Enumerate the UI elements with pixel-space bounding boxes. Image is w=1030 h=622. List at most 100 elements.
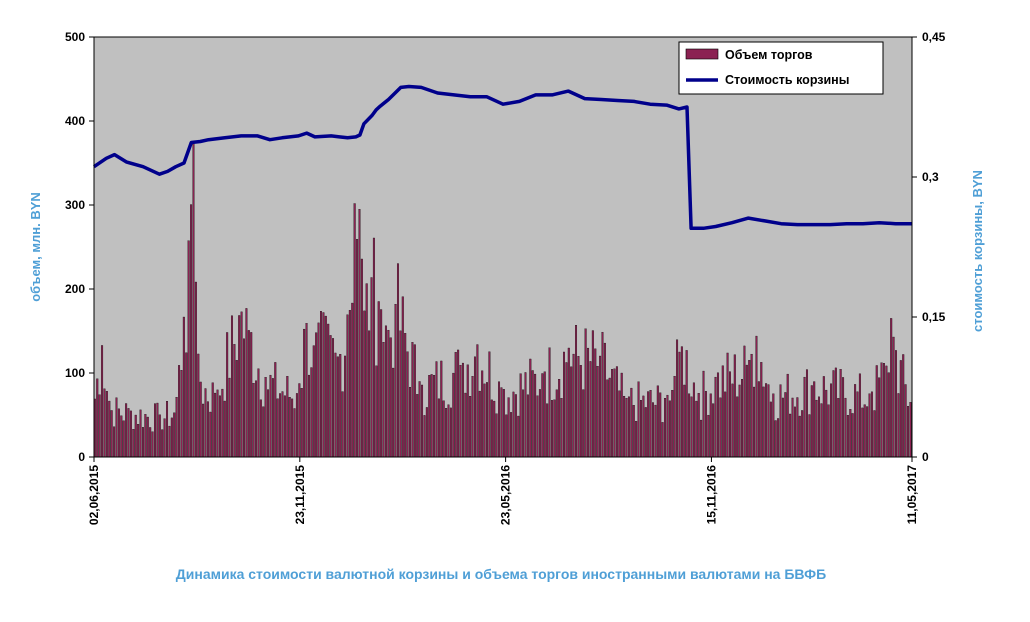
left-axis-label: объем, млн. BYN [28,192,43,302]
volume-bar [791,397,794,458]
volume-bar [538,389,541,458]
legend-bar-swatch [685,48,719,60]
volume-bar [844,397,847,458]
volume-bar [372,237,375,458]
legend: Объем торгов Стоимость корзины [678,41,884,95]
volume-bar [418,381,421,458]
volume-bar [522,389,525,458]
volume-bar [630,387,633,458]
volume-bar [642,395,645,458]
volume-bar [166,401,169,458]
volume-bar [606,379,609,458]
volume-bar [793,406,796,458]
volume-bar [666,394,669,458]
volume-bar [769,401,772,458]
volume-bar [346,314,349,458]
volume-bar [192,141,195,458]
volume-bar [514,394,517,458]
volume-bar [353,203,356,458]
volume-bar [659,392,662,458]
volume-bar [553,399,556,458]
volume-bar [120,415,123,458]
volume-bar [332,338,335,458]
volume-bar [396,263,399,458]
x-tick-label: 23,05,2016 [499,465,513,525]
volume-bar [500,387,503,458]
volume-bar [327,323,330,458]
volume-bar [113,426,116,458]
volume-bar [245,308,248,458]
volume-bar [632,405,635,458]
volume-bar [382,341,385,458]
chart-title: Динамика стоимости валютной корзины и об… [176,566,826,582]
volume-bar [546,403,549,458]
volume-bar [250,332,253,458]
volume-bars [93,141,912,458]
volume-bar [868,393,871,458]
volume-bar [887,372,890,458]
volume-bar [178,365,181,458]
volume-bar [406,351,409,458]
volume-bar [370,277,373,458]
volume-bar [101,345,104,458]
right-axis-label: стоимость корзины, BYN [970,170,985,332]
volume-bar [899,360,902,458]
volume-bar [721,365,724,458]
volume-bar [654,404,657,458]
volume-bar [105,391,108,458]
volume-bar [870,391,873,458]
volume-bar [570,366,573,458]
volume-bar [168,425,171,458]
volume-bar [134,414,137,458]
volume-bar [490,399,493,458]
volume-bar [668,400,671,458]
volume-bar [639,400,642,458]
volume-bar [531,370,534,458]
left-tick-label: 500 [65,30,85,44]
volume-bar [510,412,513,458]
volume-bar [283,395,286,458]
legend-bar-label: Объем торгов [725,48,813,62]
volume-bar [437,398,440,458]
volume-bar [322,312,325,458]
volume-bar [96,378,99,458]
volume-bar [295,393,298,458]
volume-bar [753,386,756,458]
volume-bar [772,393,775,458]
left-tick-label: 200 [65,282,85,296]
volume-bar [599,355,602,458]
volume-bar [127,408,130,458]
volume-bar [259,399,262,458]
volume-bar [589,361,592,458]
volume-bar [615,366,618,458]
right-tick-label: 0,15 [922,310,946,324]
volume-bar [748,360,751,458]
volume-bar [647,391,650,458]
volume-bar [743,345,746,458]
volume-bar [464,392,467,458]
volume-bar [671,390,674,458]
volume-bar [805,369,808,458]
volume-bar [733,354,736,458]
volume-bar [375,365,378,458]
volume-bar [182,316,185,458]
volume-bar [387,329,390,458]
volume-bar [798,415,801,458]
volume-bar [175,397,178,458]
volume-bar [421,384,424,458]
volume-bar [548,347,551,458]
volume-bar [587,347,590,458]
volume-bar [223,400,226,458]
volume-bar [454,352,457,458]
volume-bar [695,400,698,458]
right-axis-ticks: 0 0,15 0,3 0,45 [912,30,946,464]
volume-bar [902,354,905,458]
volume-bar [447,404,450,458]
volume-bar [209,411,212,458]
volume-bar [156,402,159,458]
volume-bar [555,389,558,458]
volume-bar [818,396,820,458]
volume-bar [697,393,700,458]
volume-bar [854,384,857,458]
